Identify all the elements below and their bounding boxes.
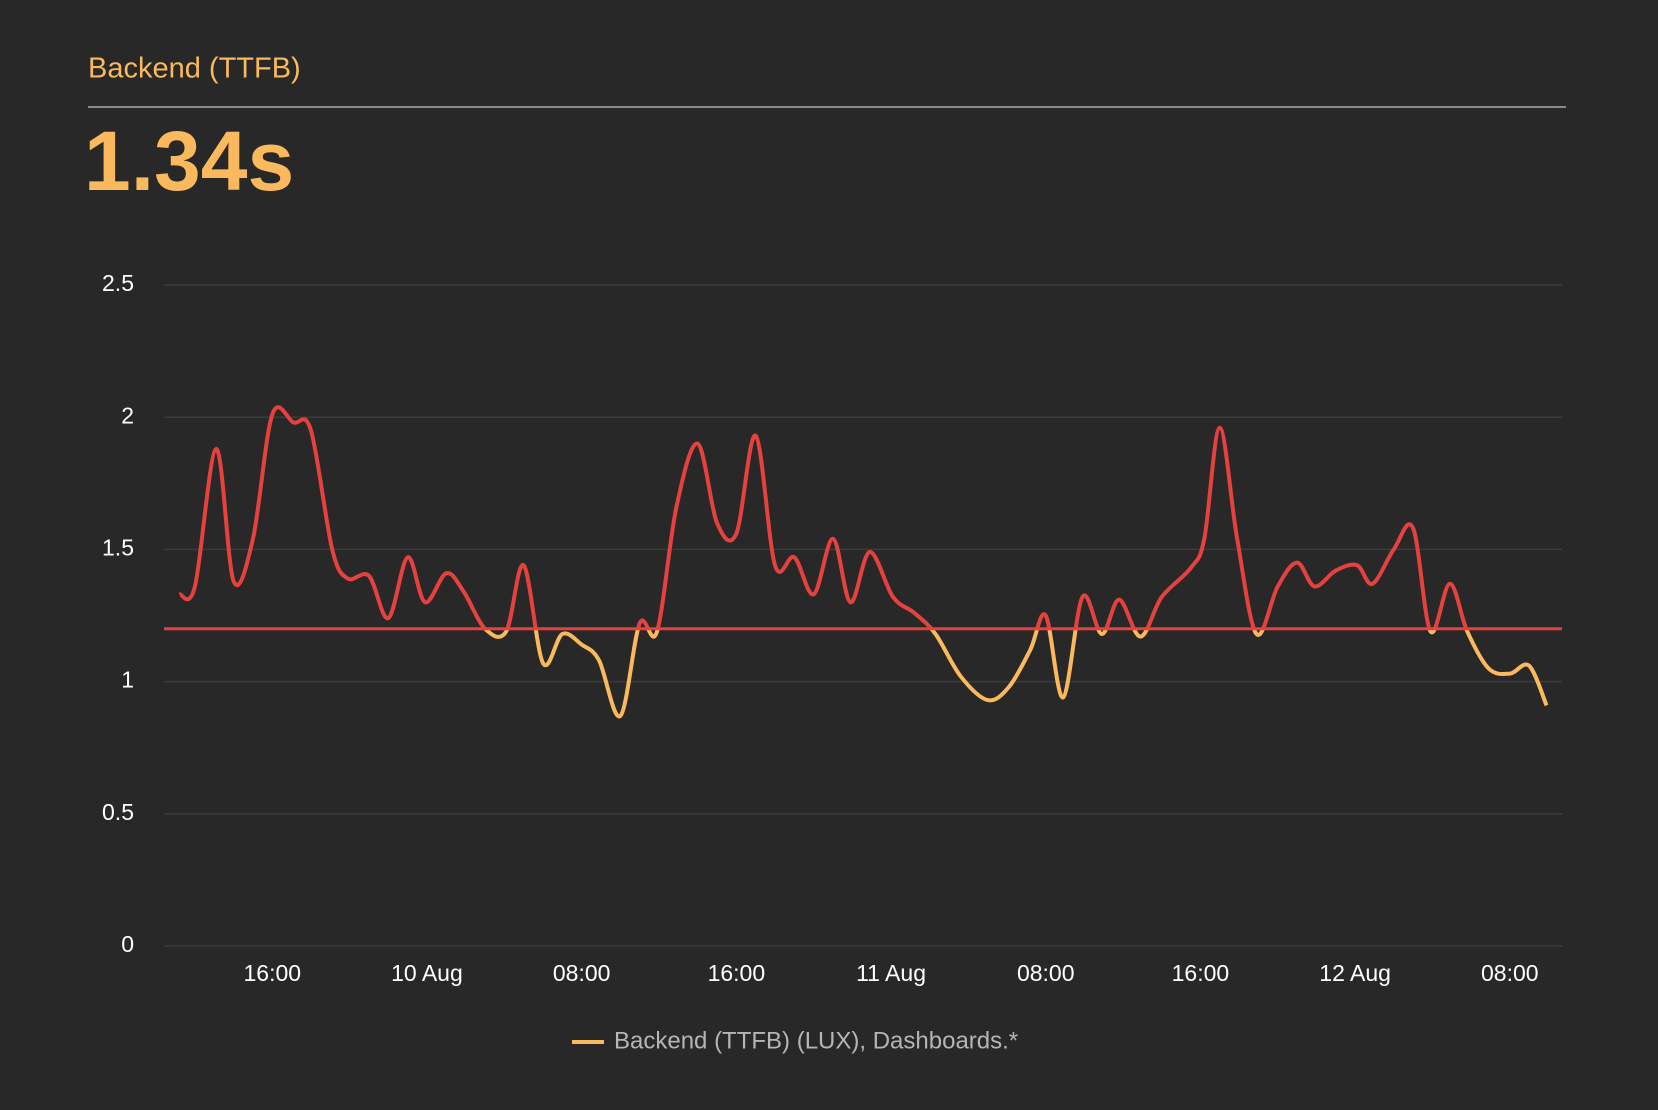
legend-label: Backend (TTFB) (LUX), Dashboards.*: [614, 1027, 1018, 1054]
y-tick-label: 1.5: [102, 534, 134, 560]
x-tick-label: 08:00: [1017, 960, 1075, 986]
y-tick-label: 2.5: [102, 270, 134, 296]
y-tick-label: 0: [121, 931, 134, 957]
x-tick-label: 16:00: [708, 960, 766, 986]
x-tick-label: 08:00: [1481, 960, 1539, 986]
x-tick-label: 08:00: [553, 960, 611, 986]
x-tick-label: 12 Aug: [1319, 960, 1391, 986]
chart-title: Backend (TTFB): [88, 53, 301, 85]
x-tick-label: 16:00: [244, 960, 302, 986]
data-line: [177, 405, 1549, 719]
x-tick-label: 10 Aug: [391, 960, 463, 986]
headline-value: 1.34s: [84, 114, 294, 208]
y-tick-label: 0.5: [102, 799, 134, 825]
y-tick-label: 2: [121, 402, 134, 428]
x-tick-label: 16:00: [1172, 960, 1230, 986]
x-tick-label: 11 Aug: [856, 960, 926, 986]
y-tick-label: 1: [121, 667, 134, 693]
